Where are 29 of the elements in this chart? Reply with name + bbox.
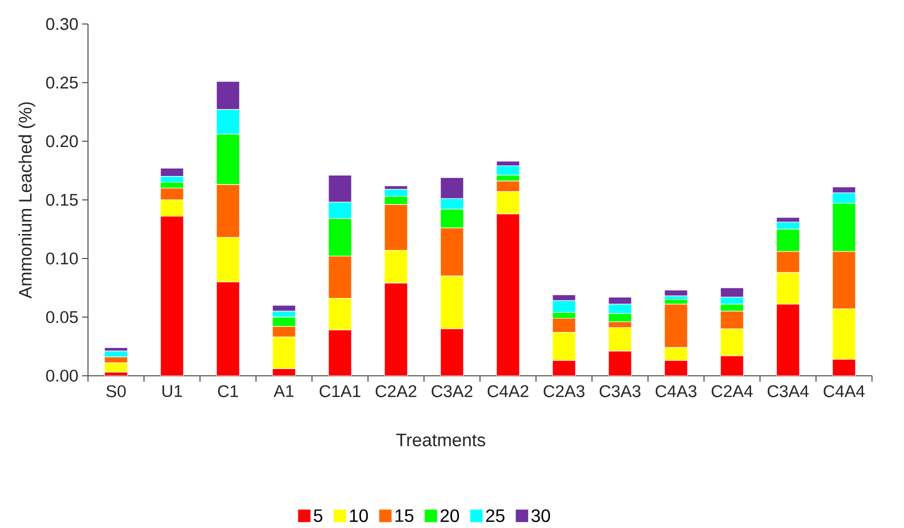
x-tick-label: C3A3: [600, 385, 640, 398]
x-tick-label: C3A4: [768, 385, 809, 398]
x-tick-label: C4A3: [656, 385, 696, 398]
legend-label: 20: [440, 509, 459, 522]
y-tick-label: 0.15: [46, 194, 78, 206]
legend-label: 15: [396, 509, 414, 522]
x-tick-label: C4A2: [488, 385, 528, 398]
x-tick-label: C3A2: [432, 385, 472, 398]
y-tick-label: 0.20: [46, 135, 78, 148]
x-tick-label: C2A3: [544, 385, 584, 398]
legend-label: 5: [314, 509, 322, 522]
x-tick-label: C1: [218, 385, 238, 398]
y-tick-label: 0.30: [46, 18, 78, 30]
y-tick-label: 0.05: [46, 311, 78, 324]
y-axis-title: Ammonium Leached (%): [18, 102, 36, 298]
legend-label: 10: [350, 509, 368, 522]
x-tick-label: U1: [162, 385, 182, 398]
y-tick-label: 0.25: [46, 76, 78, 89]
x-tick-label: S0: [106, 385, 126, 398]
x-tick-label: C4A4: [824, 385, 865, 398]
x-tick-label: C2A4: [712, 385, 753, 398]
x-tick-label: A1: [274, 385, 294, 397]
x-tick-label: C2A2: [376, 385, 416, 398]
x-tick-label: C1A1: [320, 385, 360, 398]
legend-label: 25: [486, 509, 504, 522]
y-tick-label: 0.10: [46, 252, 78, 264]
x-axis-title: Treatments: [396, 434, 486, 446]
legend-label: 30: [531, 509, 550, 522]
y-tick-label: 0.00: [46, 370, 78, 382]
